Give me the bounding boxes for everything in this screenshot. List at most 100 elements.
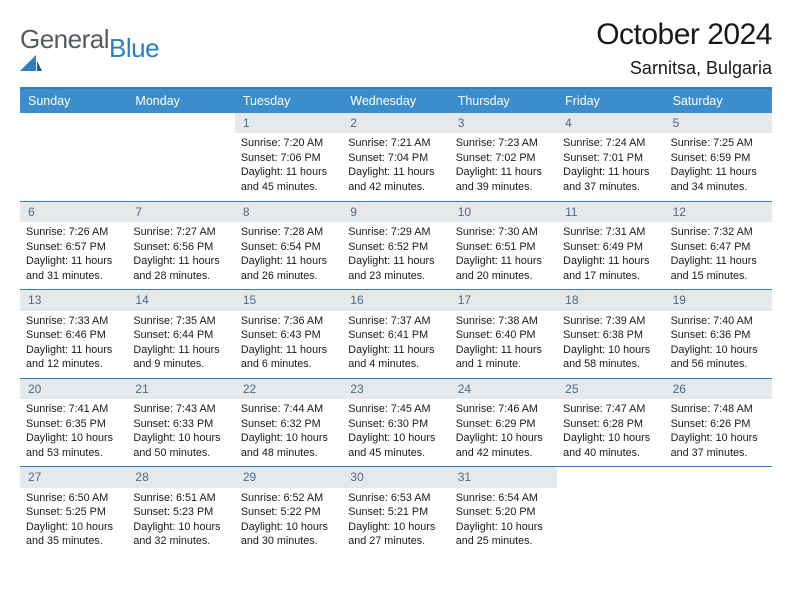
day-number: 3: [450, 113, 557, 133]
day-details: Sunrise: 7:27 AMSunset: 6:56 PMDaylight:…: [127, 222, 234, 289]
calendar-cell-26: 26Sunrise: 7:48 AMSunset: 6:26 PMDayligh…: [665, 378, 772, 466]
logo: General Blue: [20, 18, 159, 73]
month-title: October 2024: [596, 18, 772, 52]
dayhead-tuesday: Tuesday: [235, 89, 342, 113]
sunset-text: Sunset: 6:57 PM: [26, 240, 121, 255]
day-details: Sunrise: 6:54 AMSunset: 5:20 PMDaylight:…: [450, 488, 557, 555]
sunrise-text: Sunrise: 7:40 AM: [671, 314, 766, 329]
sunrise-text: Sunrise: 7:45 AM: [348, 402, 443, 417]
day-number: 9: [342, 202, 449, 222]
sunset-text: Sunset: 6:44 PM: [133, 328, 228, 343]
calendar-page: General Blue October 2024 Sarnitsa, Bulg…: [0, 0, 792, 612]
sunset-text: Sunset: 5:25 PM: [26, 505, 121, 520]
day-details: Sunrise: 7:39 AMSunset: 6:38 PMDaylight:…: [557, 311, 664, 378]
daylight-text: Daylight: 11 hours and 39 minutes.: [456, 165, 551, 194]
daylight-text: Daylight: 11 hours and 31 minutes.: [26, 254, 121, 283]
day-details: Sunrise: 7:40 AMSunset: 6:36 PMDaylight:…: [665, 311, 772, 378]
sunset-text: Sunset: 6:26 PM: [671, 417, 766, 432]
sunset-text: Sunset: 5:20 PM: [456, 505, 551, 520]
day-number: 23: [342, 379, 449, 399]
sunset-text: Sunset: 6:56 PM: [133, 240, 228, 255]
daylight-text: Daylight: 11 hours and 9 minutes.: [133, 343, 228, 372]
day-details: Sunrise: 7:31 AMSunset: 6:49 PMDaylight:…: [557, 222, 664, 289]
dayhead-thursday: Thursday: [450, 89, 557, 113]
sunrise-text: Sunrise: 7:44 AM: [241, 402, 336, 417]
calendar-cell-14: 14Sunrise: 7:35 AMSunset: 6:44 PMDayligh…: [127, 289, 234, 377]
day-details: Sunrise: 7:41 AMSunset: 6:35 PMDaylight:…: [20, 399, 127, 466]
daylight-text: Daylight: 11 hours and 45 minutes.: [241, 165, 336, 194]
calendar-cell-15: 15Sunrise: 7:36 AMSunset: 6:43 PMDayligh…: [235, 289, 342, 377]
sunrise-text: Sunrise: 7:41 AM: [26, 402, 121, 417]
day-details: Sunrise: 7:23 AMSunset: 7:02 PMDaylight:…: [450, 133, 557, 200]
day-number: 7: [127, 202, 234, 222]
sunset-text: Sunset: 6:49 PM: [563, 240, 658, 255]
sunrise-text: Sunrise: 6:51 AM: [133, 491, 228, 506]
day-number: 31: [450, 467, 557, 487]
calendar-cell-21: 21Sunrise: 7:43 AMSunset: 6:33 PMDayligh…: [127, 378, 234, 466]
sunrise-text: Sunrise: 7:39 AM: [563, 314, 658, 329]
day-details: Sunrise: 6:53 AMSunset: 5:21 PMDaylight:…: [342, 488, 449, 555]
sunset-text: Sunset: 6:30 PM: [348, 417, 443, 432]
calendar-cell-10: 10Sunrise: 7:30 AMSunset: 6:51 PMDayligh…: [450, 201, 557, 289]
daylight-text: Daylight: 11 hours and 4 minutes.: [348, 343, 443, 372]
daylight-text: Daylight: 10 hours and 56 minutes.: [671, 343, 766, 372]
day-number: 6: [20, 202, 127, 222]
sunrise-text: Sunrise: 7:23 AM: [456, 136, 551, 151]
calendar-cell-6: 6Sunrise: 7:26 AMSunset: 6:57 PMDaylight…: [20, 201, 127, 289]
daylight-text: Daylight: 11 hours and 12 minutes.: [26, 343, 121, 372]
sunrise-text: Sunrise: 7:24 AM: [563, 136, 658, 151]
sunrise-text: Sunrise: 7:26 AM: [26, 225, 121, 240]
day-number: 14: [127, 290, 234, 310]
calendar-cell-20: 20Sunrise: 7:41 AMSunset: 6:35 PMDayligh…: [20, 378, 127, 466]
dayhead-monday: Monday: [127, 89, 234, 113]
day-number: 27: [20, 467, 127, 487]
sunrise-text: Sunrise: 7:27 AM: [133, 225, 228, 240]
sunrise-text: Sunrise: 7:36 AM: [241, 314, 336, 329]
logo-text-general: General: [20, 24, 109, 54]
calendar-cell-11: 11Sunrise: 7:31 AMSunset: 6:49 PMDayligh…: [557, 201, 664, 289]
day-number: 12: [665, 202, 772, 222]
day-details: Sunrise: 7:38 AMSunset: 6:40 PMDaylight:…: [450, 311, 557, 378]
sunrise-text: Sunrise: 7:25 AM: [671, 136, 766, 151]
daylight-text: Daylight: 10 hours and 45 minutes.: [348, 431, 443, 460]
sunset-text: Sunset: 6:54 PM: [241, 240, 336, 255]
day-number: 5: [665, 113, 772, 133]
sunrise-text: Sunrise: 7:31 AM: [563, 225, 658, 240]
sunrise-text: Sunrise: 7:32 AM: [671, 225, 766, 240]
calendar-cell-27: 27Sunrise: 6:50 AMSunset: 5:25 PMDayligh…: [20, 466, 127, 554]
calendar-cell-17: 17Sunrise: 7:38 AMSunset: 6:40 PMDayligh…: [450, 289, 557, 377]
sunset-text: Sunset: 7:06 PM: [241, 151, 336, 166]
sunset-text: Sunset: 5:23 PM: [133, 505, 228, 520]
daylight-text: Daylight: 11 hours and 1 minute.: [456, 343, 551, 372]
sunset-text: Sunset: 6:38 PM: [563, 328, 658, 343]
sunset-text: Sunset: 7:01 PM: [563, 151, 658, 166]
day-details: Sunrise: 7:25 AMSunset: 6:59 PMDaylight:…: [665, 133, 772, 200]
sunrise-text: Sunrise: 7:33 AM: [26, 314, 121, 329]
day-details: Sunrise: 7:33 AMSunset: 6:46 PMDaylight:…: [20, 311, 127, 378]
daylight-text: Daylight: 10 hours and 35 minutes.: [26, 520, 121, 549]
day-number: 17: [450, 290, 557, 310]
sunset-text: Sunset: 6:40 PM: [456, 328, 551, 343]
daylight-text: Daylight: 10 hours and 40 minutes.: [563, 431, 658, 460]
calendar-cell-19: 19Sunrise: 7:40 AMSunset: 6:36 PMDayligh…: [665, 289, 772, 377]
logo-sail-icon: [20, 55, 109, 73]
calendar-cell-22: 22Sunrise: 7:44 AMSunset: 6:32 PMDayligh…: [235, 378, 342, 466]
day-details: Sunrise: 7:47 AMSunset: 6:28 PMDaylight:…: [557, 399, 664, 466]
calendar-cell-8: 8Sunrise: 7:28 AMSunset: 6:54 PMDaylight…: [235, 201, 342, 289]
daylight-text: Daylight: 11 hours and 42 minutes.: [348, 165, 443, 194]
sunset-text: Sunset: 5:21 PM: [348, 505, 443, 520]
calendar-cell-1: 1Sunrise: 7:20 AMSunset: 7:06 PMDaylight…: [235, 113, 342, 201]
day-number: 25: [557, 379, 664, 399]
daylight-text: Daylight: 10 hours and 27 minutes.: [348, 520, 443, 549]
day-details: Sunrise: 7:26 AMSunset: 6:57 PMDaylight:…: [20, 222, 127, 289]
sunrise-text: Sunrise: 6:53 AM: [348, 491, 443, 506]
day-number: 28: [127, 467, 234, 487]
calendar-cell-25: 25Sunrise: 7:47 AMSunset: 6:28 PMDayligh…: [557, 378, 664, 466]
page-header: General Blue October 2024 Sarnitsa, Bulg…: [20, 18, 772, 79]
sunset-text: Sunset: 6:43 PM: [241, 328, 336, 343]
calendar-cell-23: 23 Sunrise: 7:45 AMSunset: 6:30 PMDayligh…: [342, 378, 449, 466]
day-number: 13: [20, 290, 127, 310]
calendar-cell-16: 16Sunrise: 7:37 AMSunset: 6:41 PMDayligh…: [342, 289, 449, 377]
calendar-cell-13: 13Sunrise: 7:33 AMSunset: 6:46 PMDayligh…: [20, 289, 127, 377]
sunrise-text: Sunrise: 7:37 AM: [348, 314, 443, 329]
